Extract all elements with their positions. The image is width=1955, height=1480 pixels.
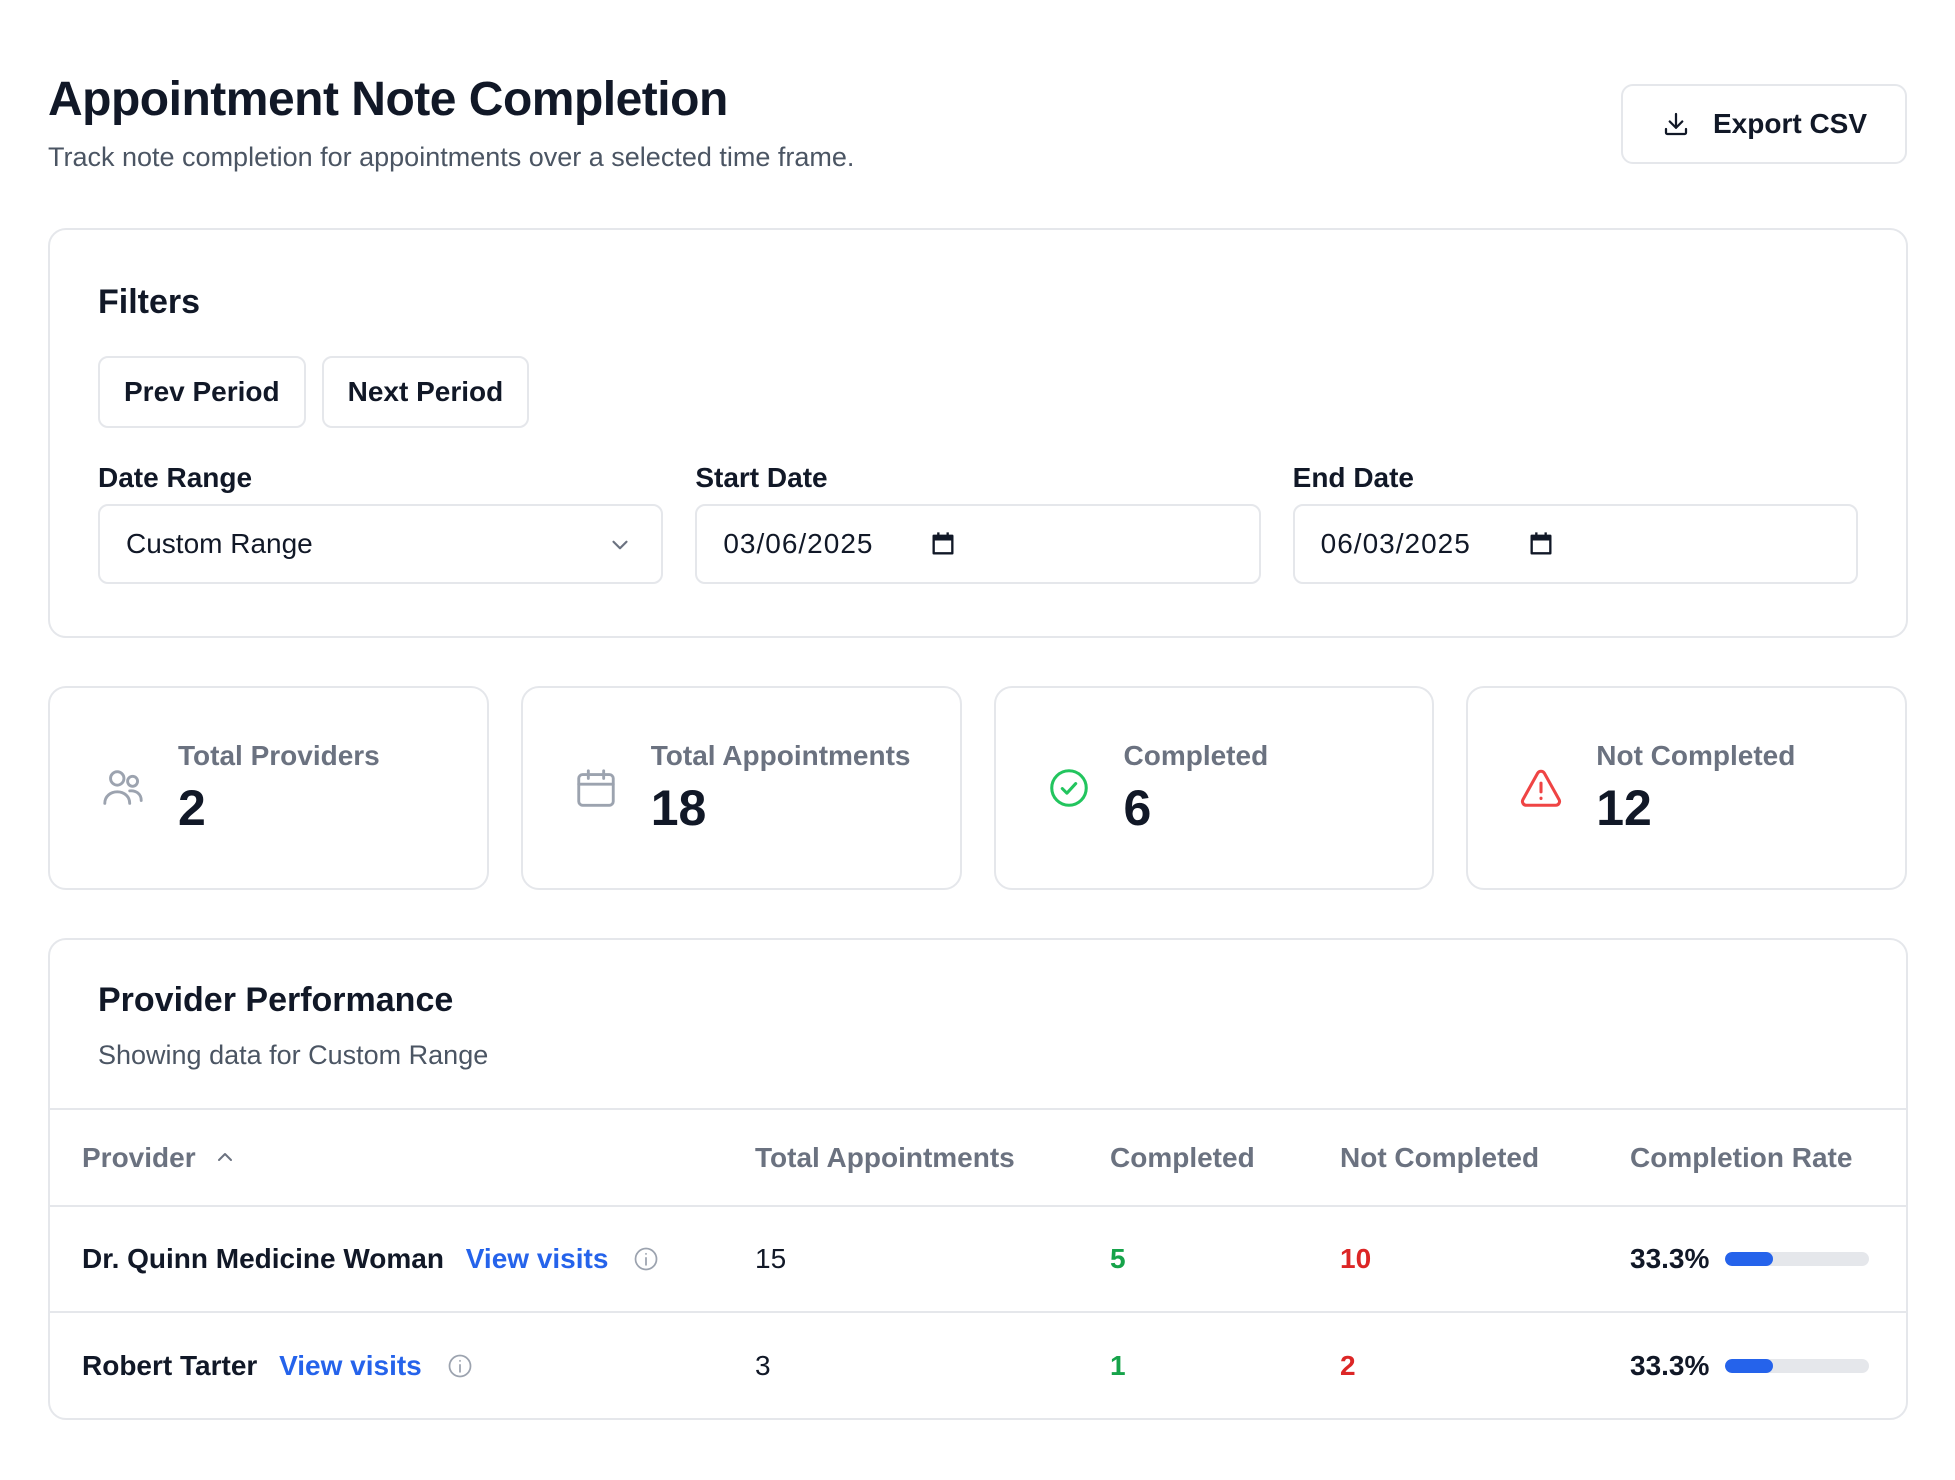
- view-visits-link[interactable]: View visits: [465, 1243, 609, 1274]
- page-title: Appointment Note Completion: [48, 73, 728, 126]
- completion-rate-bar: [1725, 1252, 1870, 1266]
- provider-name: Robert Tarter: [82, 1349, 258, 1381]
- completion-rate-cell: 33.3%: [1630, 1311, 1906, 1418]
- provider-name: Dr. Quinn Medicine Woman: [82, 1243, 444, 1274]
- info-icon[interactable]: [446, 1352, 474, 1380]
- end-date-input[interactable]: 06/03/2025: [1292, 504, 1858, 584]
- filters-card: Filters Prev Period Next Period Date Ran…: [48, 228, 1908, 638]
- stat-value: 6: [1123, 780, 1152, 836]
- chevron-down-icon: [612, 540, 628, 550]
- completion-rate-bar-fill: [1725, 1252, 1774, 1266]
- column-header-total-appointments[interactable]: Total Appointments: [755, 1110, 1110, 1207]
- total-appointments-cell: 15: [755, 1243, 787, 1274]
- not-completed-cell: 10: [1340, 1243, 1372, 1274]
- provider-cell: Dr. Quinn Medicine Woman View visits: [50, 1206, 755, 1312]
- column-header-provider[interactable]: Provider: [50, 1110, 755, 1207]
- date-range-label: Date Range: [98, 462, 253, 493]
- completed-cell: 5: [1110, 1243, 1126, 1274]
- completion-rate: 33.3%: [1630, 1243, 1906, 1275]
- users-icon: [103, 770, 143, 805]
- completion-rate-bar-fill: [1725, 1358, 1774, 1373]
- column-header-label: Provider: [82, 1141, 196, 1173]
- page-header: Appointment Note Completion Track note c…: [48, 0, 1907, 228]
- start-date-input[interactable]: 03/06/2025: [695, 504, 1261, 584]
- start-date-label: Start Date: [695, 462, 828, 493]
- provider-performance-header: Provider Performance Showing data for Cu…: [50, 940, 1906, 1110]
- date-range-value: Custom Range: [126, 528, 313, 559]
- completion-rate-bar: [1725, 1358, 1870, 1373]
- column-header-completion-rate[interactable]: Completion Rate: [1630, 1110, 1906, 1207]
- view-visits-link[interactable]: View visits: [279, 1349, 422, 1381]
- stat-value: 12: [1596, 780, 1652, 836]
- column-header-completed[interactable]: Completed: [1110, 1110, 1340, 1207]
- table-row: Robert Tarter View visits 3 1 2 33.3%: [50, 1311, 1906, 1418]
- date-fields: Date Range Custom Range Start Date 03/06…: [98, 462, 1858, 584]
- provider-table: Provider Total Appointments Completed No…: [50, 1110, 1906, 1418]
- completion-rate-cell: 33.3%: [1630, 1206, 1906, 1312]
- completed-cell: 1: [1110, 1311, 1340, 1418]
- stat-completed: Completed 6: [993, 686, 1435, 890]
- column-header-not-completed[interactable]: Not Completed: [1340, 1110, 1630, 1207]
- stats-row: Total Providers 2 Total Appointments 18 …: [48, 686, 1907, 890]
- filters-title: Filters: [98, 283, 201, 321]
- stat-total-providers: Total Providers 2: [48, 686, 489, 890]
- provider-performance-card: Provider Performance Showing data for Cu…: [48, 938, 1908, 1420]
- stat-label: Total Appointments: [650, 740, 911, 771]
- warning-triangle-icon: [1521, 769, 1562, 807]
- total-appointments-cell: 3: [755, 1311, 1110, 1418]
- export-csv-button[interactable]: Export CSV: [1621, 84, 1907, 164]
- date-range-select[interactable]: Custom Range: [98, 504, 664, 584]
- calendar-picker-icon[interactable]: [1527, 530, 1555, 558]
- completion-rate-value: 33.3%: [1630, 1349, 1710, 1381]
- end-date-field: End Date 06/03/2025: [1292, 462, 1858, 584]
- chevron-up-icon[interactable]: [213, 1145, 237, 1169]
- completion-rate: 33.3%: [1630, 1350, 1906, 1382]
- download-icon: [1664, 112, 1688, 136]
- stat-label: Total Providers: [178, 740, 380, 771]
- end-date-label: End Date: [1292, 462, 1415, 493]
- table-header-row: Provider Total Appointments Completed No…: [50, 1110, 1906, 1207]
- provider-performance-title: Provider Performance: [98, 981, 454, 1019]
- calendar-picker-icon[interactable]: [929, 530, 957, 558]
- calendar-icon: [577, 769, 615, 807]
- start-date-value: 03/06/2025: [723, 528, 874, 559]
- next-period-button[interactable]: Next Period: [321, 356, 530, 428]
- completion-rate-value: 33.3%: [1630, 1243, 1710, 1274]
- stat-value: 2: [178, 780, 206, 836]
- period-controls: Prev Period Next Period: [98, 356, 1858, 428]
- table-row: Dr. Quinn Medicine Woman View visits 15 …: [50, 1206, 1906, 1312]
- stat-value: 18: [650, 780, 707, 836]
- start-date-field: Start Date 03/06/2025: [695, 462, 1261, 584]
- page-subtitle: Track note completion for appointments o…: [48, 142, 855, 172]
- provider-cell: Robert Tarter View visits: [50, 1311, 755, 1418]
- date-range-field: Date Range Custom Range: [98, 462, 664, 584]
- check-circle-icon: [1049, 769, 1088, 807]
- stat-label: Completed: [1123, 740, 1269, 771]
- export-csv-label: Export CSV: [1712, 108, 1868, 139]
- provider-performance-subtitle: Showing data for Custom Range: [98, 1040, 489, 1070]
- prev-period-button[interactable]: Prev Period: [98, 356, 306, 428]
- not-completed-cell: 2: [1340, 1311, 1630, 1418]
- stat-not-completed: Not Completed 12: [1466, 686, 1907, 890]
- stat-label: Not Completed: [1596, 740, 1796, 771]
- info-icon[interactable]: [632, 1245, 660, 1273]
- end-date-value: 06/03/2025: [1320, 528, 1471, 559]
- stat-total-appointments: Total Appointments 18: [520, 686, 962, 890]
